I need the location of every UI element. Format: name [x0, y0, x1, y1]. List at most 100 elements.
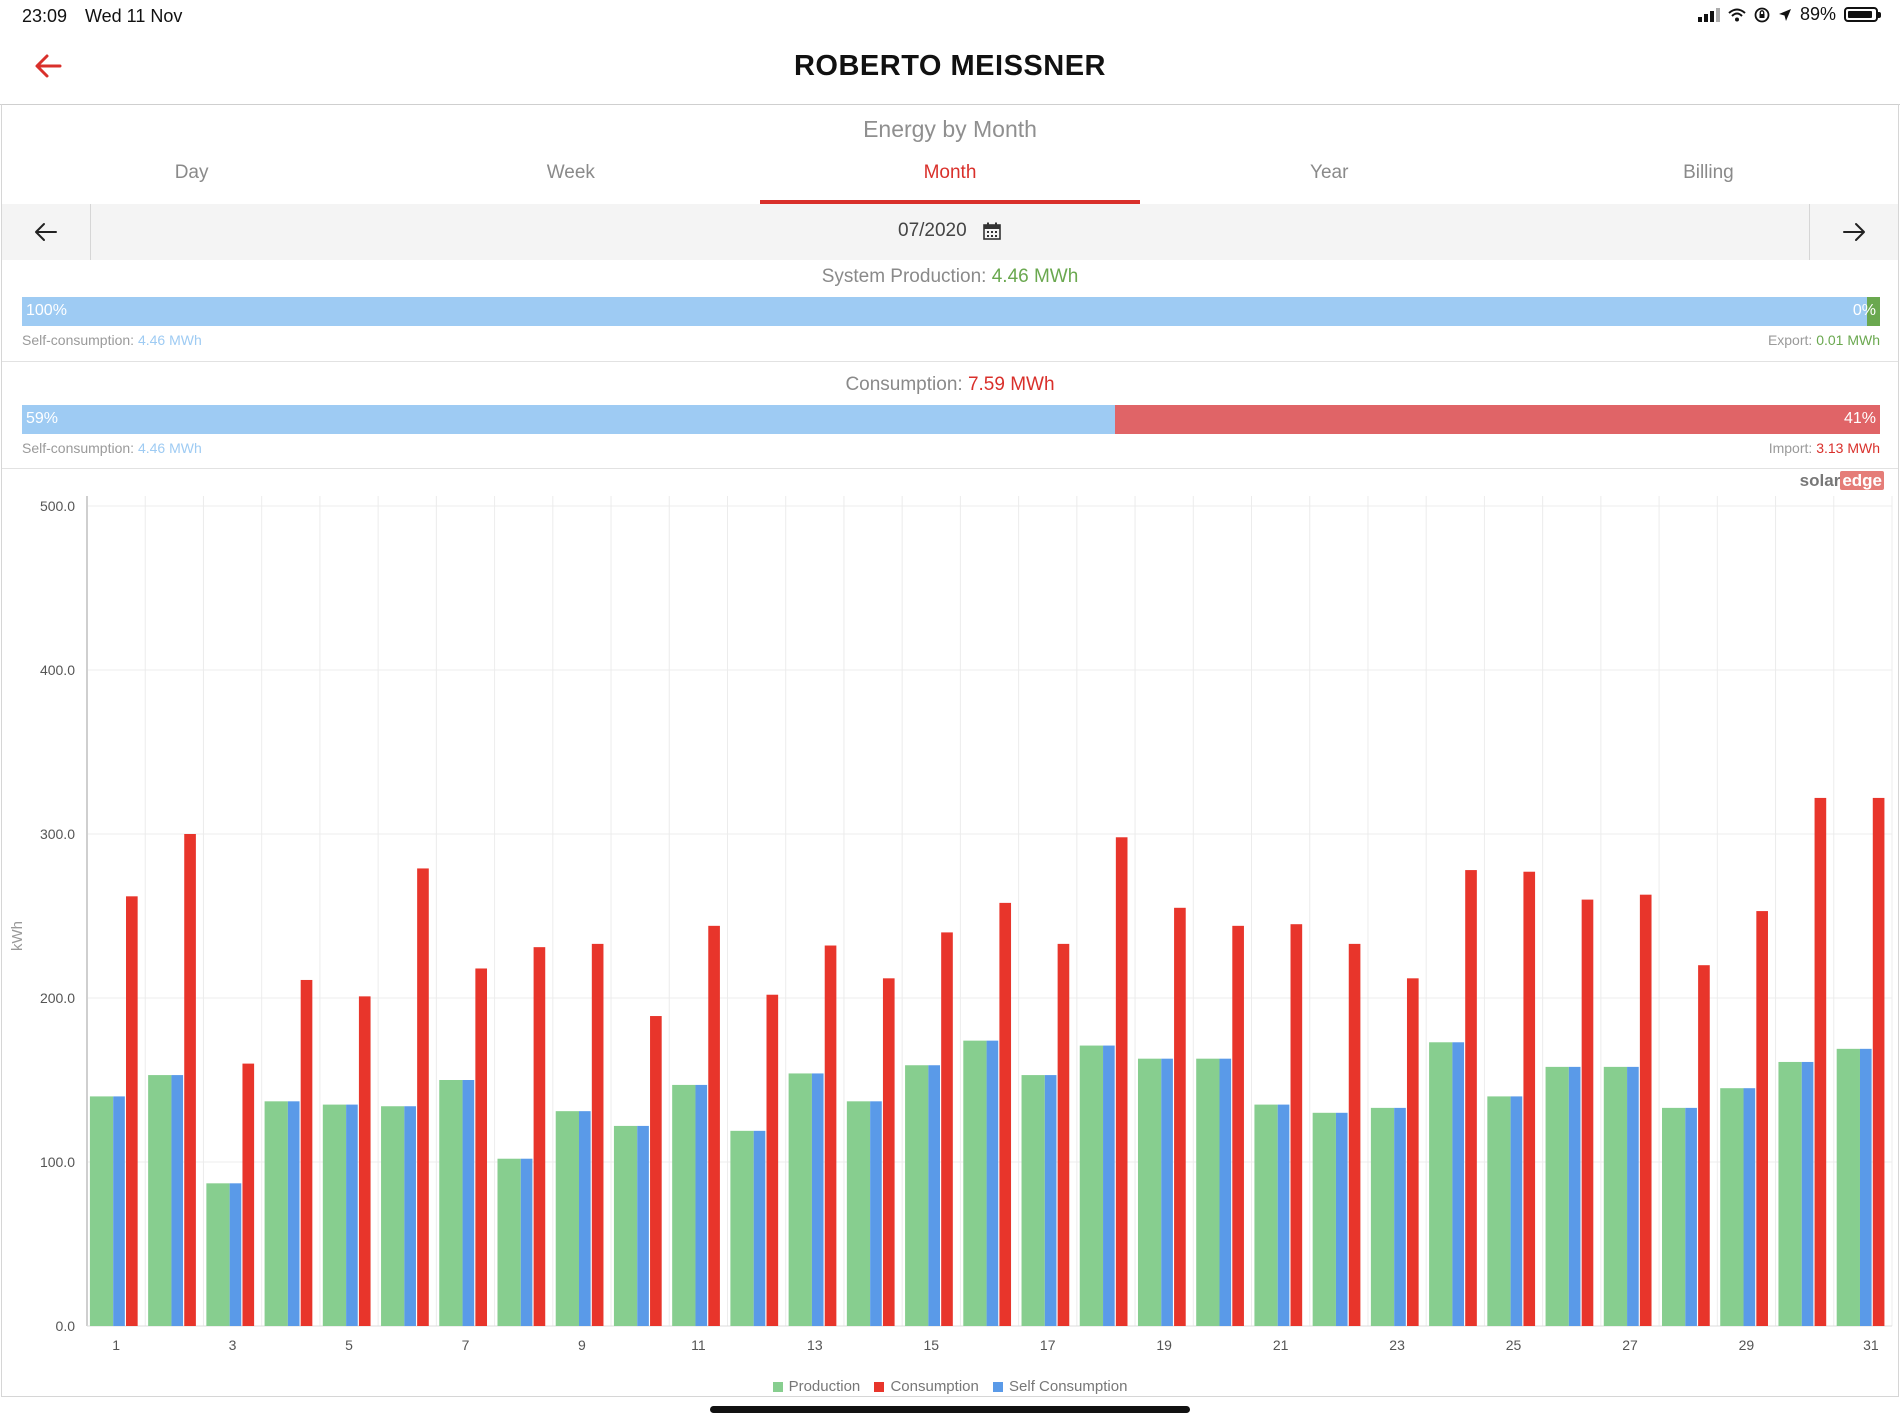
bar-production	[613, 1125, 638, 1326]
bar-consumption	[300, 979, 313, 1326]
page-title: ROBERTO MEISSNER	[793, 50, 1106, 82]
bar-production	[1312, 1112, 1336, 1326]
bar-consumption	[1115, 837, 1128, 1326]
consumption-import-percent: 41%	[1843, 410, 1876, 427]
bar-production	[381, 1106, 405, 1326]
bar-production	[206, 1183, 230, 1326]
legend-label-consumption: Consumption	[890, 1378, 979, 1395]
production-label: System Production:	[821, 266, 987, 287]
next-period-button[interactable]	[1809, 204, 1898, 260]
consumption-import-info: Import: 3.13 MWh	[1769, 440, 1880, 456]
consumption-import-segment: 41%	[1114, 405, 1880, 434]
production-export-info: Export: 0.01 MWh	[1768, 332, 1880, 348]
bar-consumption	[1814, 797, 1827, 1326]
tab-billing[interactable]: Billing	[1683, 162, 1734, 183]
rotation-lock-icon	[1754, 7, 1770, 22]
consumption-self-label: Self-consumption:	[22, 440, 135, 456]
production-export-percent: 0%	[1852, 302, 1876, 319]
x-tick-label: 19	[1156, 1337, 1172, 1353]
legend-item-production[interactable]: Production	[772, 1378, 861, 1395]
bar-self-consumption	[1161, 1058, 1173, 1326]
legend-label-production: Production	[788, 1378, 861, 1395]
bar-self-consumption	[695, 1084, 708, 1326]
bar-consumption	[1406, 978, 1419, 1326]
bar-production	[148, 1075, 172, 1326]
bar-self-consumption	[1743, 1088, 1756, 1326]
consumption-meta: Self-consumption: 4.46 MWh Import: 3.13 …	[22, 440, 1880, 456]
tab-day[interactable]: Day	[174, 162, 209, 183]
bar-production	[1487, 1096, 1511, 1326]
calendar-icon[interactable]	[982, 221, 1002, 241]
wifi-icon	[1728, 8, 1746, 21]
bar-consumption	[941, 932, 953, 1326]
bar-consumption	[824, 945, 837, 1326]
tab-month[interactable]: Month	[760, 148, 1140, 204]
bar-self-consumption	[753, 1130, 766, 1326]
bar-self-consumption	[1452, 1042, 1465, 1326]
bar-production	[1021, 1075, 1045, 1326]
battery-icon	[1844, 7, 1881, 22]
bar-production	[1137, 1058, 1162, 1326]
bar-self-consumption	[1335, 1112, 1348, 1326]
x-tick-label: 15	[923, 1337, 939, 1353]
bar-production	[497, 1158, 521, 1326]
back-arrow-icon[interactable]	[30, 48, 66, 84]
bar-consumption	[591, 943, 604, 1326]
bar-consumption	[533, 947, 546, 1326]
bar-self-consumption	[579, 1111, 591, 1326]
previous-period-button[interactable]	[2, 204, 91, 260]
solaredge-logo: solar edge	[1800, 471, 1884, 491]
bar-self-consumption	[1859, 1048, 1872, 1326]
bar-consumption	[1872, 797, 1885, 1326]
x-tick-label: 29	[1739, 1337, 1755, 1353]
production-self-value: 4.46 MWh	[137, 332, 202, 348]
app-header: ROBERTO MEISSNER	[0, 34, 1900, 105]
consumption-label: Consumption:	[845, 374, 963, 395]
production-export-label: Export:	[1767, 332, 1813, 348]
consumption-value: 7.59 MWh	[967, 374, 1055, 395]
bar-self-consumption	[1510, 1096, 1523, 1326]
bar-production	[322, 1104, 347, 1326]
bar-self-consumption	[287, 1101, 300, 1326]
tab-week[interactable]: Week	[546, 162, 595, 183]
bar-consumption	[1756, 911, 1768, 1326]
bar-self-consumption	[637, 1125, 649, 1326]
period-picker[interactable]: 07/2020	[2, 220, 1898, 242]
date-navigator: 07/2020	[2, 204, 1898, 260]
bar-production	[846, 1101, 871, 1326]
bar-consumption	[999, 902, 1012, 1326]
section-divider	[2, 468, 1898, 469]
panel-subtitle: Energy by Month	[863, 116, 1037, 142]
logo-text-edge: edge	[1840, 471, 1884, 490]
bar-production	[905, 1065, 929, 1326]
bar-production	[1079, 1045, 1104, 1326]
bar-self-consumption	[520, 1158, 533, 1326]
bar-consumption	[126, 896, 138, 1326]
legend-item-consumption[interactable]: Consumption	[874, 1378, 979, 1395]
bar-production	[672, 1084, 696, 1326]
legend-swatch-consumption	[874, 1381, 885, 1392]
section-divider	[2, 361, 1898, 362]
bar-production	[963, 1040, 987, 1326]
period-label: 07/2020	[898, 220, 967, 241]
bar-consumption	[1348, 943, 1361, 1326]
production-meta: Self-consumption: 4.46 MWh Export: 0.01 …	[22, 332, 1880, 348]
x-tick-label: 23	[1389, 1337, 1405, 1353]
bar-self-consumption	[171, 1075, 184, 1326]
x-tick-label: 27	[1622, 1337, 1638, 1353]
bar-production	[1429, 1042, 1453, 1326]
legend-item-self-consumption[interactable]: Self Consumption	[993, 1378, 1127, 1395]
x-tick-label: 9	[578, 1337, 586, 1353]
bar-self-consumption	[462, 1080, 475, 1326]
bar-production	[730, 1130, 754, 1326]
y-tick-label: 200.0	[40, 990, 75, 1006]
bar-consumption	[1290, 924, 1303, 1326]
production-self-label: Self-consumption:	[22, 332, 135, 348]
bar-consumption	[1639, 894, 1652, 1326]
consumption-self-value: 4.46 MWh	[137, 440, 202, 456]
bar-production	[1545, 1066, 1569, 1326]
status-date: Wed 11 Nov	[85, 6, 183, 26]
tab-year[interactable]: Year	[1310, 162, 1349, 183]
bar-self-consumption	[1685, 1107, 1697, 1326]
